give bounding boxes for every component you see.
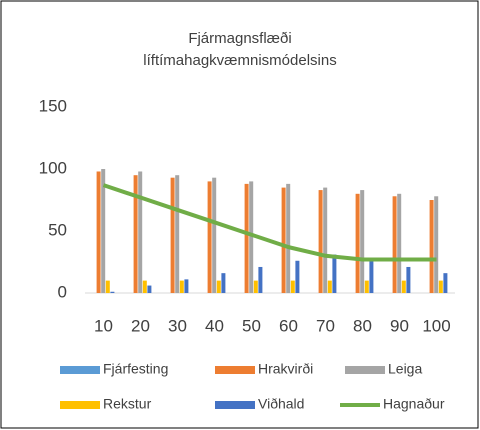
bar bbox=[249, 181, 254, 293]
bar bbox=[364, 280, 369, 293]
bar bbox=[96, 171, 101, 293]
bar bbox=[392, 196, 397, 293]
x-tick-label: 50 bbox=[242, 316, 261, 335]
x-tick-label: 60 bbox=[279, 316, 298, 335]
bar bbox=[434, 196, 439, 293]
bar bbox=[142, 280, 147, 293]
y-tick-label: 100 bbox=[39, 158, 67, 177]
x-tick-label: 40 bbox=[205, 316, 224, 335]
bar bbox=[286, 183, 291, 293]
x-tick-label: 70 bbox=[316, 316, 335, 335]
legend-swatch bbox=[60, 366, 100, 374]
legend-swatch bbox=[215, 366, 255, 374]
bar bbox=[281, 187, 286, 293]
legend-label: Hagnaður bbox=[383, 396, 445, 412]
bar bbox=[397, 193, 402, 293]
legend-label: Leiga bbox=[388, 361, 422, 377]
bar bbox=[438, 280, 443, 293]
y-tick-label: 0 bbox=[58, 282, 67, 301]
bar bbox=[323, 187, 328, 293]
bar bbox=[170, 177, 175, 293]
bar bbox=[369, 260, 374, 293]
bar bbox=[295, 260, 300, 293]
bar bbox=[406, 266, 411, 293]
y-tick-label: 150 bbox=[39, 96, 67, 115]
y-tick-label: 50 bbox=[48, 220, 67, 239]
legend-label: Hrakvirði bbox=[258, 361, 313, 377]
bar bbox=[332, 254, 337, 293]
x-tick-label: 10 bbox=[94, 316, 113, 335]
bar bbox=[429, 200, 434, 293]
bar bbox=[133, 175, 138, 293]
bar bbox=[355, 193, 360, 293]
legend-swatch bbox=[345, 366, 385, 374]
legend-swatch bbox=[60, 401, 100, 409]
x-tick-label: 80 bbox=[353, 316, 372, 335]
bar bbox=[184, 279, 189, 293]
bar bbox=[318, 190, 323, 293]
bar bbox=[327, 280, 332, 293]
bar bbox=[216, 280, 221, 293]
bar bbox=[443, 273, 448, 293]
x-tick-label: 100 bbox=[422, 316, 450, 335]
bar bbox=[179, 280, 184, 293]
line-series bbox=[102, 183, 437, 262]
bar bbox=[175, 175, 180, 293]
bar bbox=[258, 266, 263, 293]
bar bbox=[138, 171, 143, 293]
bar bbox=[105, 280, 110, 293]
x-tick-label: 20 bbox=[131, 316, 150, 335]
bar bbox=[360, 190, 365, 293]
bar bbox=[244, 183, 249, 293]
bar bbox=[401, 280, 406, 293]
chart-title: Fjármagnsflæði líftímahagkvæmnismódelsin… bbox=[143, 30, 337, 69]
bar bbox=[147, 285, 152, 293]
bar bbox=[212, 177, 217, 293]
x-tick-label: 90 bbox=[390, 316, 409, 335]
legend-swatch bbox=[215, 401, 255, 409]
legend-label: Fjárfesting bbox=[103, 361, 168, 377]
bar bbox=[207, 181, 212, 293]
x-tick-label: 30 bbox=[168, 316, 187, 335]
bar bbox=[290, 280, 295, 293]
legend-label: Viðhald bbox=[258, 396, 304, 412]
bar bbox=[110, 291, 115, 293]
bar bbox=[101, 169, 106, 293]
legend-label: Rekstur bbox=[103, 396, 152, 412]
bar bbox=[221, 273, 226, 293]
bar bbox=[253, 280, 258, 293]
